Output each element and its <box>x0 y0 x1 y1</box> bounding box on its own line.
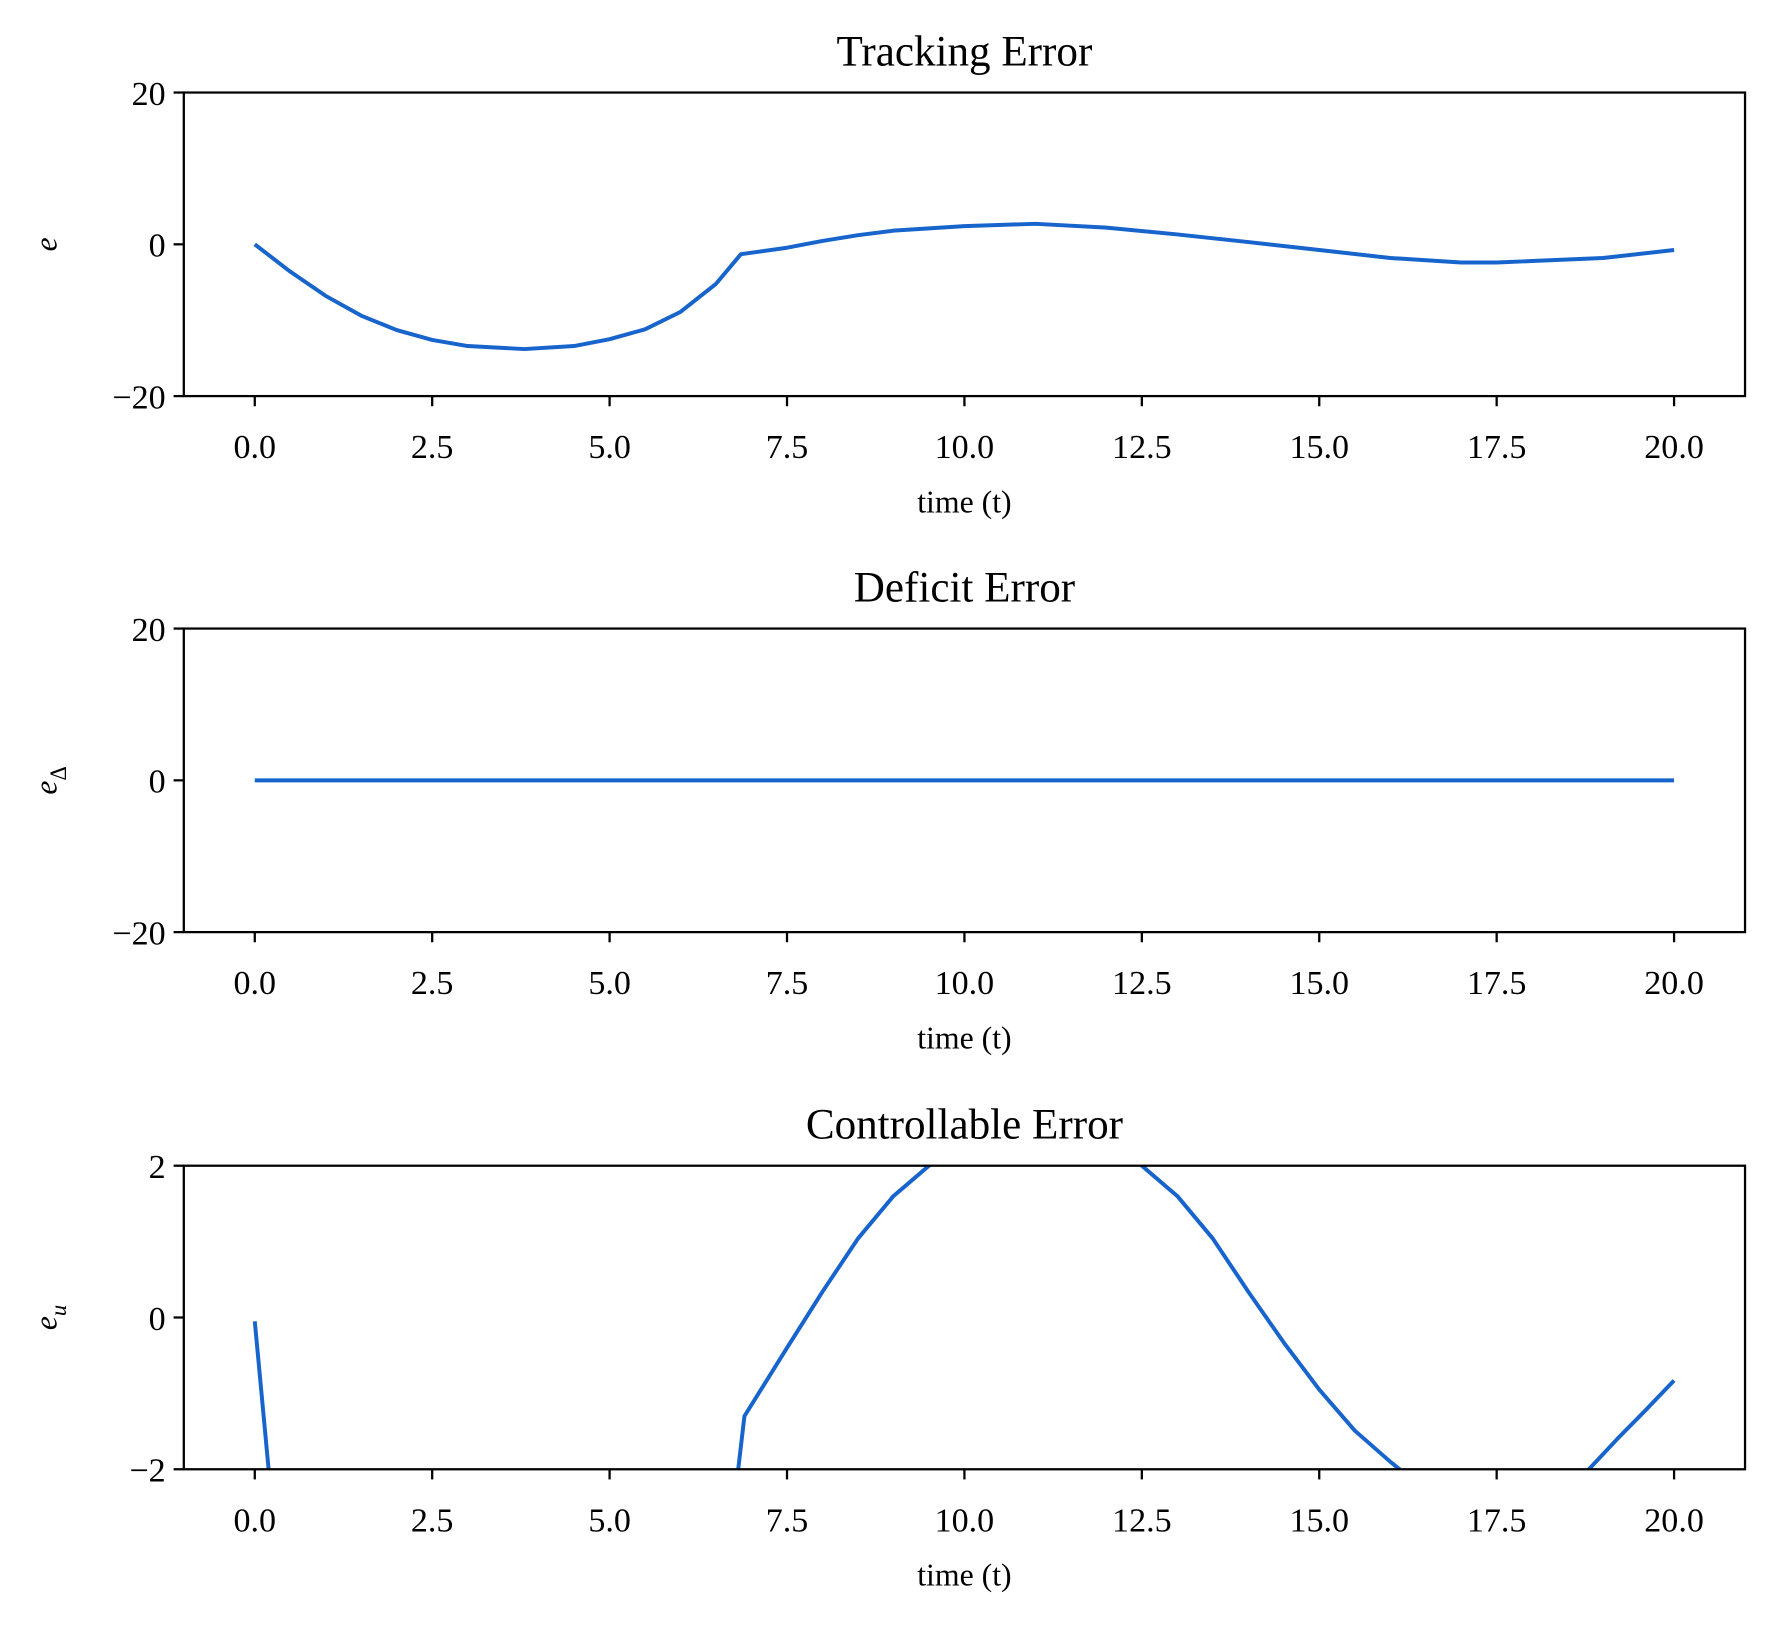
axes-frame <box>182 91 1747 398</box>
x-tick-label: 15.0 <box>1289 1502 1349 1539</box>
x-tick-label: 12.5 <box>1112 1502 1172 1539</box>
x-tick-label: 10.0 <box>935 965 995 1002</box>
data-line <box>253 221 1675 352</box>
y-tick-label: −20 <box>112 380 165 417</box>
chart-title: Controllable Error <box>806 1102 1123 1149</box>
x-tick-label: 5.0 <box>588 965 631 1002</box>
subplot: Tracking Error 0.0 2.5 5.0 7.5 10.0 12.5 15.0 17… <box>29 29 1747 519</box>
x-axis-label: time (t) <box>917 1020 1011 1055</box>
x-axis-label: time (t) <box>917 1558 1011 1593</box>
x-tick-label: 2.5 <box>411 1502 454 1539</box>
x-tick-label: 10.0 <box>935 429 995 466</box>
chart-title: Deficit Error <box>854 565 1075 612</box>
y-tick-label: 20 <box>132 76 166 113</box>
x-tick-label: 15.0 <box>1289 965 1349 1002</box>
x-tick-label: 0.0 <box>234 1502 277 1539</box>
x-tick-label: 15.0 <box>1289 429 1349 466</box>
x-tick-label: 2.5 <box>411 965 454 1002</box>
y-tick-label: 20 <box>132 612 166 649</box>
x-tick-label: 20.0 <box>1644 1502 1704 1539</box>
data-line <box>252 1165 1676 1470</box>
axes-frame <box>182 1164 1747 1471</box>
x-axis-label: time (t) <box>917 484 1011 519</box>
x-tick-label: 5.0 <box>588 429 631 466</box>
y-label-subscript: Δ <box>46 766 71 781</box>
chart-title: Tracking Error <box>837 29 1093 76</box>
subplot: Controllable Error 0.0 2.5 5.0 7.5 10.0 12.5 15… <box>29 1102 1747 1593</box>
y-tick-label: 0 <box>149 228 166 265</box>
x-tick-label: 17.5 <box>1467 1502 1527 1539</box>
y-label-main: e <box>29 237 64 251</box>
x-tick-label: 20.0 <box>1644 429 1704 466</box>
y-tick-label: 0 <box>149 764 166 801</box>
y-axis-label: e <box>29 237 64 251</box>
x-tick-label: 10.0 <box>935 1502 995 1539</box>
subplot: Deficit Error 0.0 2.5 5.0 7.5 10.0 12.5 15.0 17.… <box>29 565 1747 1055</box>
x-tick-label: 0.0 <box>234 965 277 1002</box>
x-tick-label: 7.5 <box>766 429 809 466</box>
x-tick-label: 5.0 <box>588 1502 631 1539</box>
y-axis-label: eu <box>29 1305 71 1330</box>
x-tick-label: 20.0 <box>1644 965 1704 1002</box>
x-tick-label: 12.5 <box>1112 429 1172 466</box>
x-tick-label: 0.0 <box>234 429 277 466</box>
y-tick-label: 0 <box>149 1301 166 1338</box>
y-tick-label: 2 <box>149 1149 166 1186</box>
x-tick-label: 17.5 <box>1467 965 1527 1002</box>
y-label-subscript: u <box>46 1305 71 1316</box>
y-label-main: e <box>29 781 64 795</box>
y-tick-label: −2 <box>129 1453 165 1490</box>
x-tick-label: 17.5 <box>1467 429 1527 466</box>
y-tick-label: −20 <box>112 916 165 953</box>
x-tick-label: 12.5 <box>1112 965 1172 1002</box>
x-tick-label: 7.5 <box>766 1502 809 1539</box>
x-tick-label: 2.5 <box>411 429 454 466</box>
x-tick-label: 7.5 <box>766 965 809 1002</box>
y-axis-label: eΔ <box>29 766 71 795</box>
y-label-main: e <box>29 1316 64 1330</box>
